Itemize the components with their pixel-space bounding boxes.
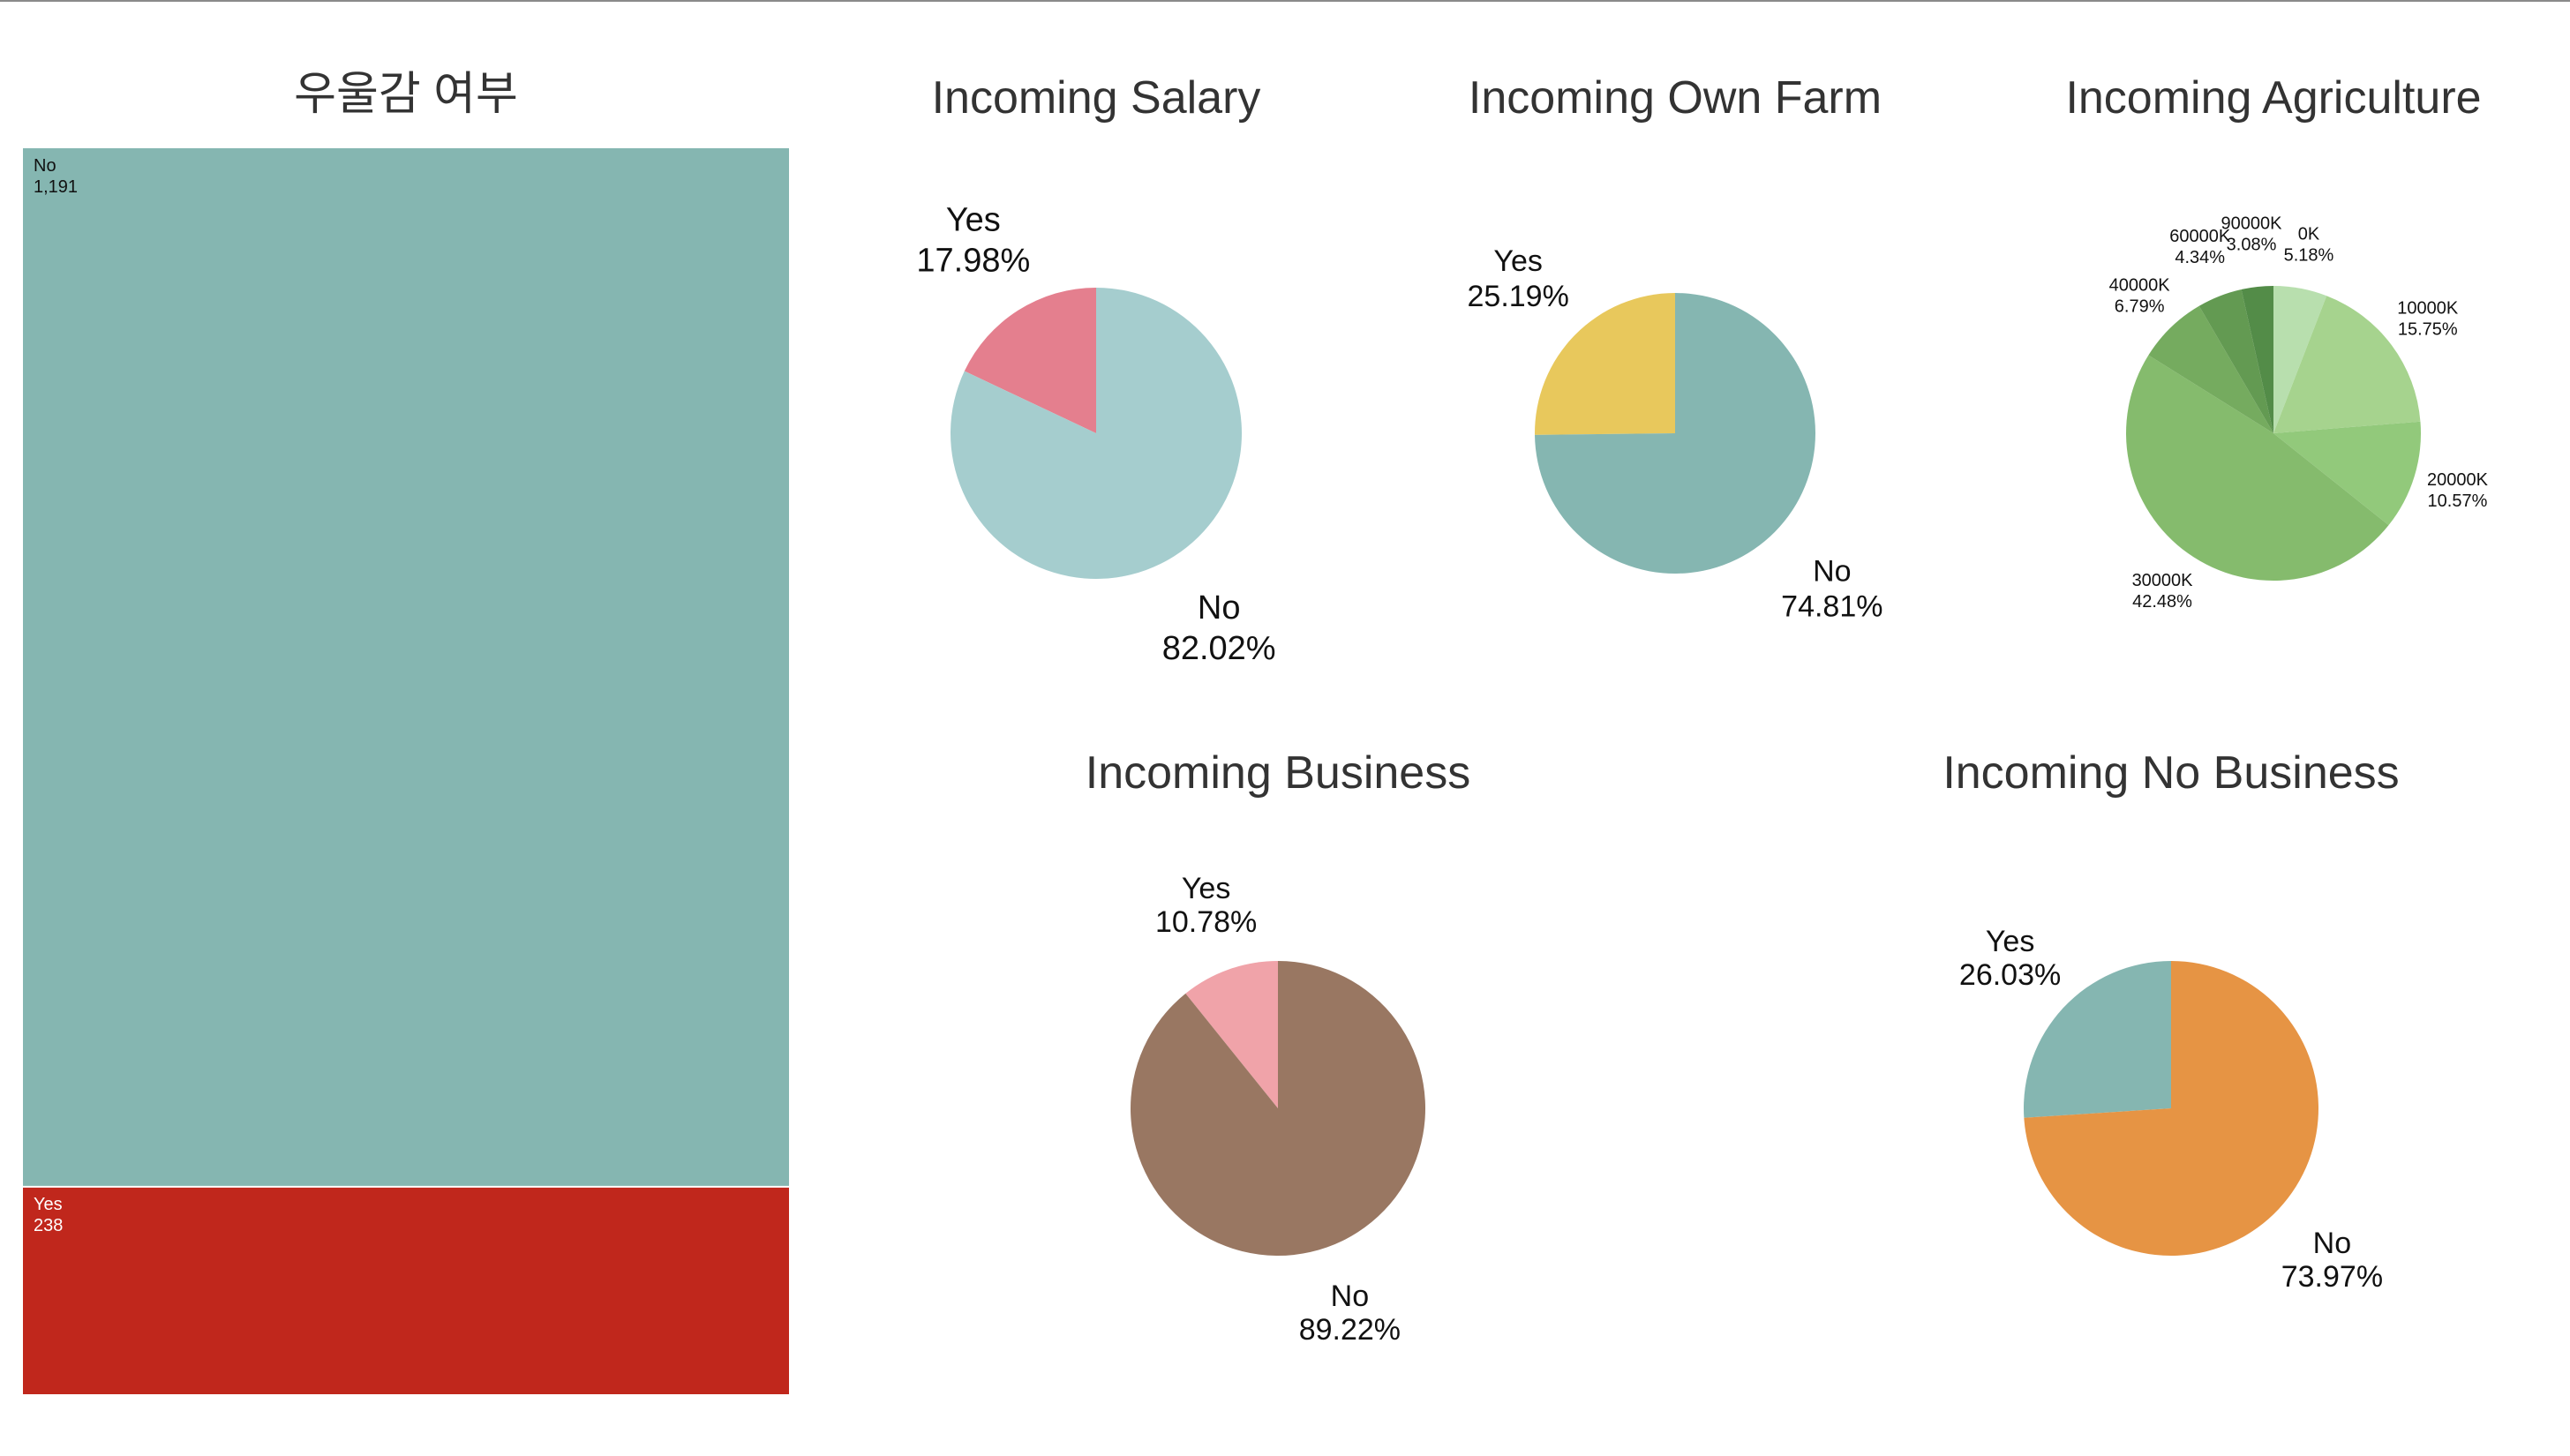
chart-title-incoming-own-farm: Incoming Own Farm <box>1469 72 1882 124</box>
incoming-agriculture-slice-0k <box>2273 286 2327 433</box>
incoming-no-business-value-no: 73.97% <box>2281 1260 2383 1294</box>
incoming-salary-slice-yes <box>964 288 1096 433</box>
incoming-no-business-label-yes: Yes <box>1986 925 2034 958</box>
incoming-salary-value-yes: 17.98% <box>916 243 1030 280</box>
chart-title-incoming-agriculture: Incoming Agriculture <box>2065 72 2481 124</box>
incoming-agriculture-slice-40000k <box>2148 305 2273 433</box>
incoming-salary-slice-no <box>950 288 1242 579</box>
incoming-agriculture-label-90000k: 90000K <box>2221 214 2283 233</box>
incoming-agriculture-slice-20000k <box>2273 421 2421 526</box>
incoming-agriculture-value-60000k: 4.34% <box>2175 248 2225 267</box>
block-value-no: 1,191 <box>34 177 78 197</box>
incoming-agriculture-label-60000k: 60000K <box>2169 227 2231 246</box>
incoming-agriculture-label-40000k: 40000K <box>2109 276 2171 296</box>
incoming-agriculture-slice-10000k <box>2273 296 2421 433</box>
incoming-own-farm-slice-no <box>1535 293 1815 574</box>
incoming-business-label-yes: Yes <box>1182 872 1230 905</box>
incoming-no-business-slice-yes <box>2024 961 2171 1118</box>
incoming-agriculture-value-10000k: 15.75% <box>2398 320 2458 340</box>
chart-title-incoming-salary: Incoming Salary <box>932 72 1261 124</box>
incoming-own-farm-label-yes: Yes <box>1493 244 1542 278</box>
incoming-own-farm-label-no: No <box>1813 555 1851 589</box>
incoming-business-slice-yes <box>1185 961 1278 1108</box>
incoming-agriculture-value-40000k: 6.79% <box>2115 297 2165 317</box>
incoming-agriculture-label-0k: 0K <box>2298 225 2320 244</box>
incoming-agriculture-label-10000k: 10000K <box>2397 299 2459 319</box>
incoming-agriculture-label-30000k: 30000K <box>2132 571 2194 590</box>
incoming-agriculture-value-0k: 5.18% <box>2284 246 2334 266</box>
chart-title-depression: 우울감 여부 <box>294 69 518 120</box>
chart-title-incoming-business: Incoming Business <box>1086 747 1470 799</box>
incoming-own-farm-slice-yes <box>1534 293 1675 435</box>
block-value-yes: 238 <box>34 1216 63 1235</box>
incoming-agriculture-slice-30000k <box>2126 355 2389 581</box>
incoming-no-business-label-no: No <box>2313 1227 2351 1260</box>
block-label-no: No <box>34 156 56 176</box>
incoming-business-value-no: 89.22% <box>1299 1313 1401 1347</box>
incoming-agriculture-slice-60000k <box>2198 289 2273 433</box>
incoming-agriculture-slice-90000k <box>2241 286 2273 433</box>
incoming-own-farm-value-yes: 25.19% <box>1468 280 1569 313</box>
incoming-agriculture-value-90000k: 3.08% <box>2227 235 2277 254</box>
top-border <box>0 0 2570 2</box>
incoming-salary-value-no: 82.02% <box>1162 630 1276 667</box>
block-no <box>23 148 789 1187</box>
incoming-no-business-slice-no <box>2024 961 2319 1257</box>
incoming-business-value-yes: 10.78% <box>1155 905 1257 939</box>
incoming-own-farm-value-no: 74.81% <box>1781 590 1882 624</box>
block-label-yes: Yes <box>34 1195 63 1214</box>
incoming-business-slice-no <box>1131 961 1426 1257</box>
incoming-agriculture-label-20000k: 20000K <box>2427 470 2489 490</box>
incoming-salary-label-yes: Yes <box>946 202 1001 239</box>
block-yes <box>23 1186 789 1394</box>
incoming-no-business-value-yes: 26.03% <box>1959 958 2061 992</box>
incoming-business-label-no: No <box>1331 1280 1369 1313</box>
incoming-salary-label-no: No <box>1198 589 1241 627</box>
chart-title-incoming-no-business: Incoming No Business <box>1943 747 2399 799</box>
incoming-agriculture-value-20000k: 10.57% <box>2428 492 2488 511</box>
incoming-agriculture-value-30000k: 42.48% <box>2132 592 2192 612</box>
